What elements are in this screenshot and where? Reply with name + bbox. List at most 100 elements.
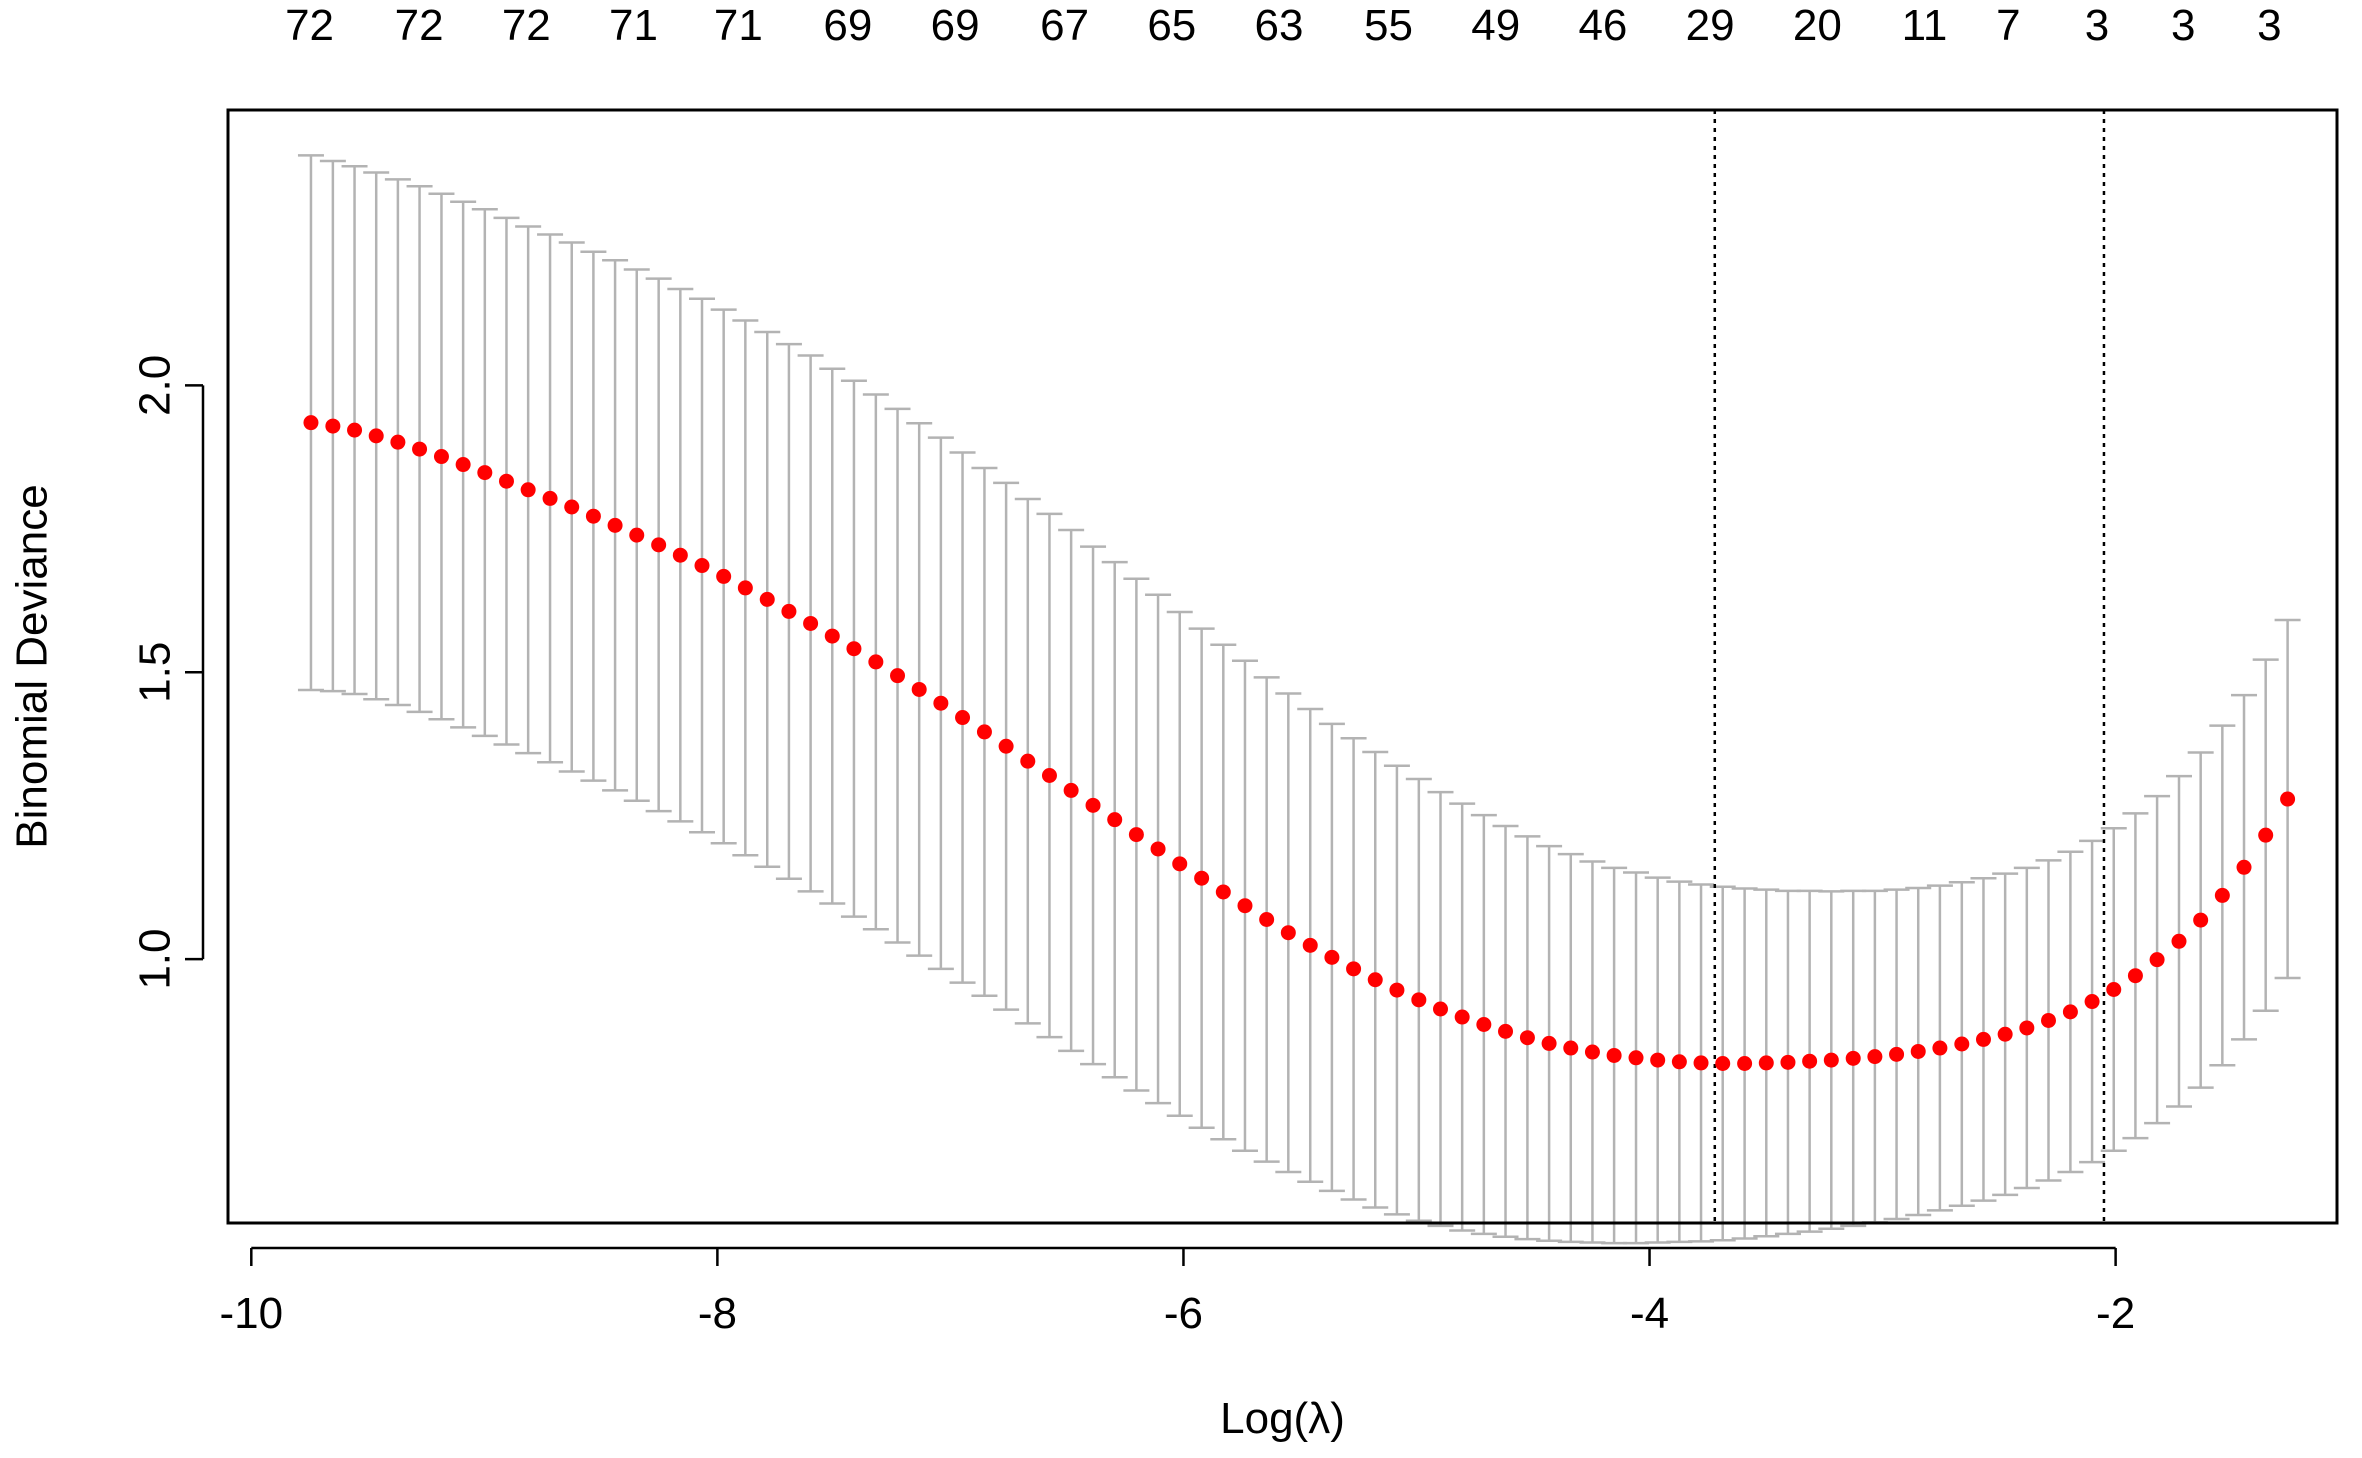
data-point <box>368 428 384 444</box>
top-axis-label: 65 <box>1147 1 1196 50</box>
data-point <box>1932 1040 1948 1056</box>
data-point <box>1671 1054 1687 1070</box>
top-axis-label: 72 <box>502 1 551 50</box>
data-point <box>303 415 319 431</box>
data-point <box>1715 1056 1731 1072</box>
top-axis-label: 63 <box>1255 1 1304 50</box>
data-point <box>1237 898 1253 914</box>
data-point <box>412 441 428 457</box>
top-axis-label: 11 <box>1902 1 1948 50</box>
data-point <box>1215 884 1231 900</box>
top-axis-label: 46 <box>1578 1 1627 50</box>
data-point <box>1802 1053 1818 1069</box>
top-axis-label: 67 <box>1040 1 1089 50</box>
data-point <box>1889 1046 1905 1062</box>
data-point <box>1584 1044 1600 1060</box>
data-point <box>672 547 688 563</box>
top-axis-label: 71 <box>609 1 658 50</box>
top-axis-label: 7 <box>1996 1 2020 50</box>
data-point <box>1020 753 1036 769</box>
x-axis-title: Log(λ) <box>1220 1394 1345 1443</box>
data-point <box>976 724 992 740</box>
data-point <box>694 558 710 574</box>
x-tick-label: -4 <box>1630 1289 1669 1338</box>
data-point <box>1128 827 1144 843</box>
data-point <box>520 482 536 498</box>
data-point <box>2193 912 2209 928</box>
data-point <box>1172 856 1188 872</box>
plot-frame <box>226 108 2339 1225</box>
points-layer <box>303 415 2296 1072</box>
y-tick-label: 1.5 <box>131 642 180 703</box>
reference-lines-layer <box>1713 110 2106 1223</box>
data-point <box>433 449 449 465</box>
data-point <box>1910 1043 1926 1059</box>
x-tick-label: -8 <box>698 1289 737 1338</box>
data-point <box>1085 797 1101 813</box>
data-point <box>2106 981 2122 997</box>
data-point <box>1150 841 1166 857</box>
data-point <box>759 591 775 607</box>
data-point <box>1628 1050 1644 1066</box>
data-point <box>1693 1055 1709 1071</box>
top-axis-label: 49 <box>1471 1 1520 50</box>
top-axis-label: 20 <box>1793 1 1842 50</box>
data-point <box>1997 1026 2013 1042</box>
y-axis: 1.0 1.5 2.0 <box>131 355 205 990</box>
data-point <box>2062 1004 2078 1020</box>
top-axis-label: 69 <box>823 1 872 50</box>
data-point <box>1498 1023 1514 1039</box>
x-tick-label: -2 <box>2096 1289 2135 1338</box>
top-axis: 72 72 72 71 71 69 69 67 65 63 55 49 46 29 20 11 7 3 3 3 <box>285 1 2282 50</box>
y-axis-title: Binomial Deviance <box>8 484 57 848</box>
data-point <box>933 695 949 711</box>
x-axis: -10 -8 -6 -4 -2 <box>220 1246 2135 1338</box>
data-point <box>1737 1056 1753 1072</box>
top-axis-label: 72 <box>285 1 334 50</box>
data-point <box>390 434 406 450</box>
data-point <box>651 537 667 553</box>
data-point <box>2171 933 2187 949</box>
x-tick-label: -6 <box>1164 1289 1203 1338</box>
top-axis-label: 29 <box>1686 1 1735 50</box>
data-point <box>781 603 797 619</box>
data-point <box>2236 859 2252 875</box>
data-point <box>629 527 645 543</box>
data-point <box>325 418 341 434</box>
data-point <box>1041 768 1057 784</box>
data-point <box>1650 1052 1666 1068</box>
top-axis-label: 3 <box>2085 1 2109 50</box>
data-point <box>1454 1009 1470 1025</box>
data-point <box>868 654 884 670</box>
data-point <box>716 568 732 584</box>
data-point <box>347 422 363 438</box>
top-axis-label: 3 <box>2171 1 2195 50</box>
data-point <box>1476 1016 1492 1032</box>
top-axis-label: 72 <box>395 1 444 50</box>
data-point <box>1433 1001 1449 1017</box>
data-point <box>846 641 862 657</box>
data-point <box>955 710 971 726</box>
data-point <box>1519 1030 1535 1046</box>
data-point <box>1063 782 1079 798</box>
data-point <box>998 738 1014 754</box>
data-point <box>1411 992 1427 1008</box>
data-point <box>1346 961 1362 977</box>
data-point <box>1107 812 1123 828</box>
data-point <box>1563 1040 1579 1056</box>
data-point <box>1324 949 1340 965</box>
data-point <box>824 628 840 644</box>
data-point <box>803 615 819 631</box>
data-point <box>1280 925 1296 941</box>
data-point <box>455 457 471 473</box>
data-point <box>498 473 514 489</box>
data-point <box>1845 1050 1861 1066</box>
data-point <box>2040 1012 2056 1028</box>
data-point <box>1367 972 1383 988</box>
data-point <box>1780 1054 1796 1070</box>
data-point <box>890 668 906 684</box>
data-point <box>1954 1036 1970 1052</box>
data-point <box>2149 952 2165 968</box>
